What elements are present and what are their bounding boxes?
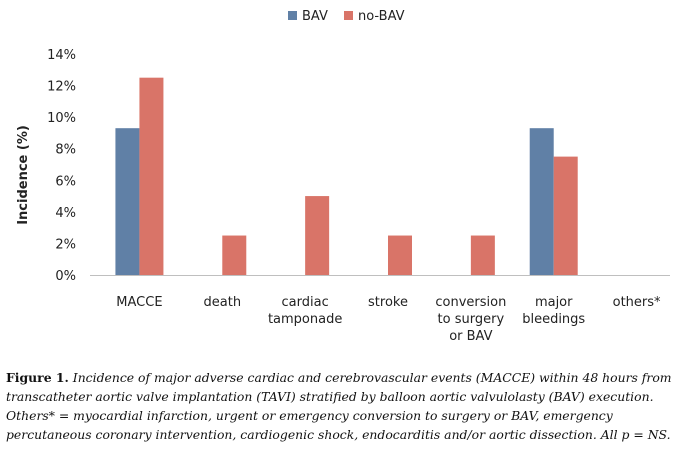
bar-no-bav (222, 235, 247, 275)
y-tick-label: 10% (47, 111, 76, 126)
x-tick-label: major (535, 295, 573, 310)
x-tick-label: bleedings (522, 312, 585, 327)
x-tick-label: MACCE (116, 295, 162, 310)
y-axis-label: Incidence (%) (16, 125, 31, 225)
bar-no-bav (139, 77, 164, 275)
y-tick-label: 14% (47, 48, 76, 63)
x-tick-label: death (204, 295, 242, 310)
bar-no-bav (388, 235, 412, 275)
x-tick-label: conversion (435, 295, 506, 310)
x-tick-label: cardiac (282, 295, 329, 310)
legend-label: BAV (302, 9, 328, 24)
x-axis: MACCE death cardiac tamponade stroke conversi… (90, 275, 670, 344)
x-tick-label: stroke (368, 295, 408, 310)
x-tick-label: others* (613, 295, 661, 310)
y-tick-label: 2% (55, 237, 76, 252)
y-tick-label: 6% (55, 174, 76, 189)
x-tick-label: tamponade (268, 312, 342, 327)
y-tick-label: 0% (55, 269, 76, 284)
x-tick-label: or BAV (449, 329, 492, 344)
y-tick-label: 8% (55, 143, 76, 158)
legend-label: no-BAV (358, 9, 405, 24)
legend-swatch (344, 11, 353, 20)
caption-text: Incidence of major adverse cardiac and c… (6, 370, 672, 442)
legend-swatch (288, 11, 297, 20)
bar-bav (115, 128, 140, 275)
bar-bav (529, 128, 554, 275)
figure-caption: Figure 1. Incidence of major adverse car… (6, 368, 694, 444)
bar-no-bav (305, 196, 330, 275)
y-tick-label: 4% (55, 206, 76, 221)
caption-lead: Figure 1. (6, 370, 69, 385)
x-tick-label: to surgery (438, 312, 505, 327)
legend: BAV no-BAV (288, 9, 405, 24)
bars (115, 77, 578, 275)
bar-chart: BAV no-BAV 0% 2% 4% 6% 8% 10% 12% 14% Incidence … (16, 9, 670, 344)
bar-no-bav (553, 156, 578, 275)
bar-no-bav (470, 235, 495, 275)
y-tick-label: 12% (47, 80, 76, 95)
y-axis: 0% 2% 4% 6% 8% 10% 12% 14% (47, 48, 76, 284)
